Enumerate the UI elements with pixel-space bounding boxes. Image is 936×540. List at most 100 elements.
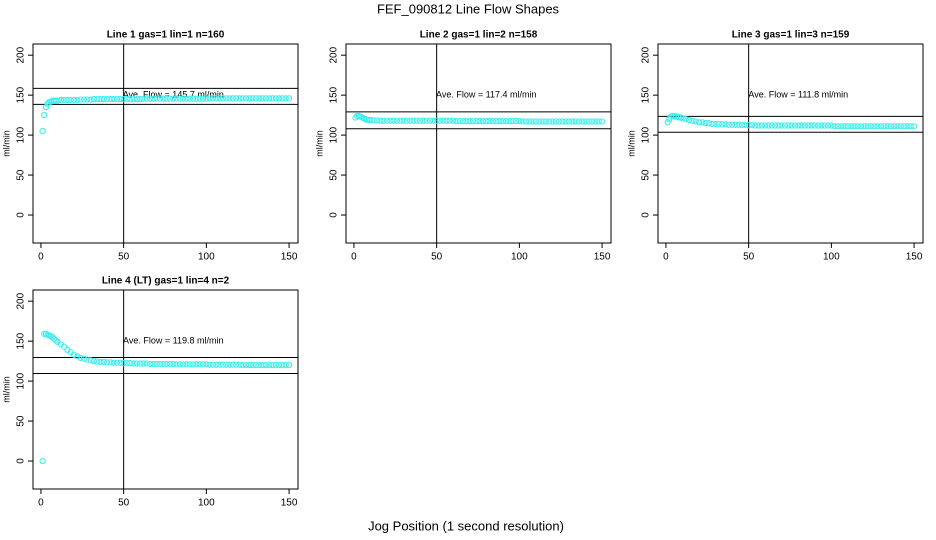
point	[84, 356, 91, 363]
figure-title: FEF_090812 Line Flow Shapes	[377, 1, 560, 16]
point	[709, 120, 716, 128]
point	[884, 123, 891, 130]
point	[252, 95, 260, 102]
x-tick-label: 150	[281, 252, 298, 263]
x-tick-label: 150	[906, 252, 923, 263]
point	[64, 96, 71, 104]
point	[423, 117, 430, 124]
annotation: Ave. Flow = 145.7 ml/min	[123, 90, 224, 100]
point	[60, 343, 68, 350]
point	[183, 95, 190, 102]
point	[552, 118, 559, 125]
panel-title: Line 2 gas=1 lin=2 n=158	[420, 30, 538, 41]
plot-frame	[32, 43, 299, 244]
point	[516, 118, 523, 125]
point	[858, 123, 865, 130]
point	[864, 123, 871, 130]
point	[867, 123, 875, 130]
point	[496, 118, 503, 125]
point	[107, 359, 114, 366]
point	[70, 96, 78, 104]
point	[57, 96, 64, 104]
point	[801, 122, 808, 129]
point	[252, 362, 260, 369]
point	[595, 118, 602, 125]
point	[90, 358, 97, 365]
point	[585, 118, 592, 125]
point	[97, 96, 104, 103]
point	[748, 122, 756, 129]
point	[170, 360, 177, 368]
point	[80, 96, 88, 103]
point	[153, 360, 160, 368]
point	[828, 122, 835, 129]
point	[778, 122, 785, 129]
point	[285, 95, 293, 102]
point	[575, 118, 583, 125]
point	[173, 361, 180, 368]
point	[440, 117, 447, 124]
point	[176, 361, 183, 368]
point	[664, 119, 671, 126]
point	[719, 121, 726, 128]
point	[127, 360, 134, 367]
point	[259, 95, 266, 102]
point	[413, 117, 420, 124]
point	[377, 117, 384, 124]
panel-title: Line 4 (LT) gas=1 lin=4 n=2	[102, 276, 230, 287]
point	[269, 95, 276, 102]
point	[74, 96, 81, 104]
point	[133, 96, 140, 103]
point	[130, 96, 137, 103]
point	[891, 123, 898, 130]
point	[854, 123, 861, 130]
point	[493, 118, 500, 125]
point	[446, 117, 453, 124]
x-tick-label: 50	[118, 252, 130, 263]
point	[242, 95, 250, 102]
point	[486, 118, 493, 125]
point	[476, 118, 483, 125]
plot-frame	[32, 289, 299, 490]
point	[256, 95, 263, 102]
point	[549, 118, 556, 125]
point	[818, 122, 825, 129]
point	[74, 353, 81, 360]
point	[775, 122, 782, 129]
panel-title: Line 1 gas=1 lin=1 n=160	[107, 30, 225, 41]
point	[236, 361, 243, 368]
point	[110, 96, 117, 103]
point	[877, 123, 885, 130]
y-tick-label: 50	[329, 169, 340, 181]
point	[562, 118, 569, 125]
point	[100, 96, 107, 103]
point	[223, 95, 230, 102]
point	[60, 96, 68, 104]
point	[904, 123, 911, 130]
point	[233, 95, 240, 102]
point	[536, 118, 543, 125]
point	[120, 96, 127, 103]
point	[41, 112, 48, 119]
point	[881, 123, 888, 130]
point	[180, 95, 187, 102]
point	[443, 117, 450, 124]
point	[216, 361, 223, 368]
point	[762, 122, 769, 129]
x-tick-label: 0	[38, 252, 44, 263]
y-axis-label: ml/min	[1, 376, 11, 403]
point	[163, 360, 170, 368]
point	[695, 119, 703, 126]
point	[383, 117, 391, 124]
point	[259, 362, 266, 369]
point	[84, 96, 91, 103]
point	[276, 362, 283, 369]
point	[193, 95, 200, 102]
point	[758, 122, 765, 129]
point	[272, 362, 279, 369]
y-axis-label: ml/min	[1, 130, 11, 157]
point	[699, 119, 706, 126]
point	[256, 362, 263, 369]
point	[153, 95, 160, 102]
point	[236, 95, 243, 102]
